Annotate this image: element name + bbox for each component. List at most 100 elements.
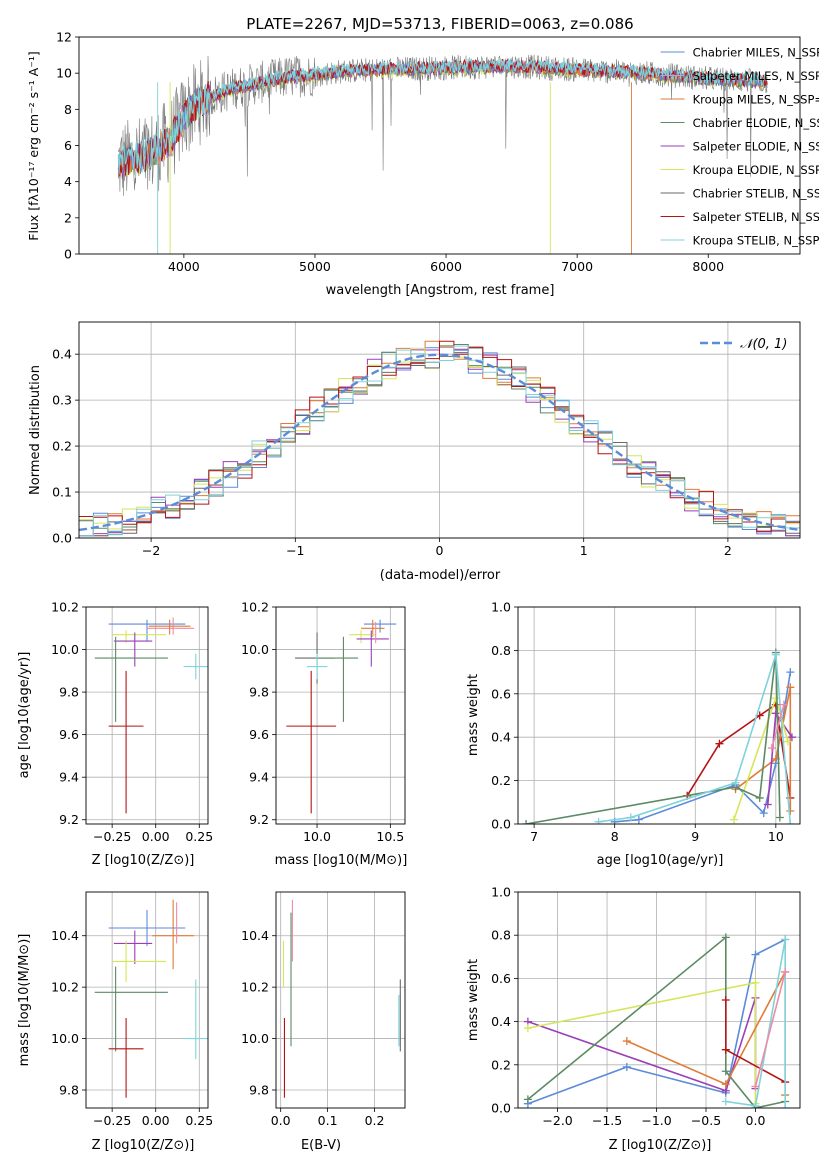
y-tick-label: 9.8 (249, 685, 269, 700)
y-tick-label: 0.6 (491, 971, 511, 986)
y-tick-label: 9.6 (249, 727, 269, 742)
legend-label: Kroupa ELODIE, N_SSP=3 (693, 163, 819, 177)
series-marker-salpeter_stelib (721, 1045, 730, 1054)
y-tick-label: 10.4 (241, 928, 269, 943)
y-tick-label: 10.0 (51, 1031, 79, 1046)
series-marker-pink (779, 700, 788, 709)
y-tick-label: 2 (64, 210, 72, 225)
y-tick-label: 1.0 (491, 600, 511, 615)
series-marker-kroupa_elodie (783, 737, 792, 746)
series-marker-kroupa_elodie (751, 978, 760, 987)
y-tick-label: 10 (56, 66, 72, 81)
x-tick-label: 8000 (692, 259, 724, 274)
plot-area (282, 899, 401, 1098)
mass-metallicity-ylabel: mass [log10(M/M⊙)] (17, 934, 32, 1067)
y-tick-label: 9.6 (59, 727, 79, 742)
series-marker-kroupa_stelib (721, 1097, 730, 1106)
y-tick-label: 9.8 (59, 1083, 79, 1098)
x-tick-label: 0.0 (271, 1113, 291, 1128)
series-marker-chabrier_elodie (721, 933, 730, 942)
plot-area (522, 648, 796, 824)
x-tick-label: 0 (436, 543, 444, 558)
x-tick-label: −1.5 (592, 1113, 622, 1128)
x-tick-label: 2 (724, 543, 732, 558)
series-marker-kroupa_stelib (731, 778, 740, 787)
series-line-pink (754, 971, 786, 1087)
y-tick-label: 0.1 (52, 485, 72, 500)
y-tick-label: 10.0 (51, 642, 79, 657)
histogram-steps-kroupa_stelib (79, 345, 800, 537)
series-marker-pink (751, 1082, 760, 1091)
histogram-panel: −2 −1 0 1 2 0.0 0.1 0.2 0.3 0.4 𝒩(0, 1) (52, 321, 801, 558)
series-marker-kroupa_stelib (786, 820, 795, 824)
y-tick-label: 0.4 (491, 1014, 511, 1029)
age-mass-panel: 10.0 10.5 9.2 9.4 9.6 9.8 10.0 10.2 (241, 600, 406, 844)
legend-label: Chabrier MILES, N_SSP=4 (693, 46, 819, 60)
series-marker-chabrier_miles (759, 809, 768, 818)
y-tick-label: 9.8 (249, 1083, 269, 1098)
mass-weight-metallicity-panel: −2.0 −1.5 −1.0 −0.5 0.0 0.0 0.2 0.4 0.6 0.8 1.0 (491, 885, 801, 1128)
axes-frame (85, 606, 209, 825)
series-marker-pink (767, 744, 776, 753)
legend-label: Salpeter STELIB, N_SSP=3 (693, 210, 819, 224)
y-tick-label: 10.2 (241, 980, 269, 995)
series-marker-kroupa_miles (721, 1080, 730, 1089)
axes-frame (275, 891, 406, 1109)
series-marker-kroupa_stelib (751, 1101, 760, 1108)
x-tick-label: 0.2 (365, 1113, 385, 1128)
mass-metallicity-panel: −0.25 0.00 0.25 9.8 10.0 10.2 10.4 (51, 891, 213, 1128)
y-tick-label: 6 (64, 138, 72, 153)
mass-extinction-xlabel: E(B-V) (301, 1138, 341, 1153)
x-tick-label: −1 (286, 543, 304, 558)
x-tick-label: 0.0 (746, 1113, 766, 1128)
axes-frame (517, 606, 801, 825)
x-tick-label: −0.5 (691, 1113, 721, 1128)
series-line-pink (771, 704, 785, 749)
y-tick-label: 12 (56, 30, 72, 45)
plot-area (523, 933, 790, 1108)
x-tick-label: 1 (580, 543, 588, 558)
y-tick-label: 0.3 (52, 393, 72, 408)
x-tick-label: 4000 (168, 259, 200, 274)
series-marker-chabrier_elodie (775, 813, 784, 822)
legend-label: Kroupa STELIB, N_SSP=4 (693, 234, 819, 248)
axes-frame (78, 36, 801, 255)
y-tick-label: 0.2 (491, 773, 511, 788)
plot-area (286, 619, 397, 814)
y-tick-label: 0.6 (491, 686, 511, 701)
mass-weight-metallicity-ylabel: mass weight (466, 959, 481, 1041)
series-marker-kroupa_miles (786, 806, 795, 815)
spectrum-title: PLATE=2267, MJD=53713, FIBERID=0063, z=0… (246, 15, 633, 33)
y-tick-label: 0 (64, 247, 72, 262)
mass-weight-age-panel: 7 8 9 10 0.0 0.2 0.4 0.6 0.8 1.0 (491, 600, 801, 844)
model-line-kroupa_stelib (117, 57, 768, 175)
x-tick-label: 6000 (430, 259, 462, 274)
series-marker-kroupa_miles (622, 1037, 631, 1046)
x-tick-label: −0.25 (93, 1113, 131, 1128)
y-tick-label: 0.0 (491, 1101, 511, 1116)
series-marker-chabrier_miles (751, 950, 760, 959)
axes-frame (275, 606, 406, 825)
series-marker-kroupa_elodie (523, 1024, 532, 1033)
plot-area (94, 899, 208, 1098)
axes-frame (78, 321, 801, 539)
y-tick-label: 9.2 (59, 812, 79, 827)
y-tick-label: 10.2 (51, 980, 79, 995)
series-marker-chabrier_miles (786, 668, 795, 677)
axes-frame (517, 891, 801, 1109)
y-tick-label: 0.4 (52, 347, 72, 362)
legend-label: Salpeter MILES, N_SSP=4 (693, 69, 819, 83)
series-marker-chabrier_miles (634, 815, 643, 824)
normal-reference-curve (79, 353, 800, 532)
spectrum-ylabel: Flux [fλ10⁻¹⁷ erg cm⁻² s⁻¹ A⁻¹] (26, 51, 41, 240)
x-tick-label: 7 (530, 829, 538, 844)
y-tick-label: 10.2 (51, 600, 79, 615)
age-metallicity-ylabel: age [log10(age/yr)] (17, 652, 32, 779)
x-tick-label: 10.0 (303, 829, 331, 844)
age-metallicity-panel: −0.25 0.00 0.25 9.2 9.4 9.6 9.8 10.0 10.2 (51, 600, 213, 845)
series-marker-chabrier_elodie (721, 1067, 730, 1076)
y-tick-label: 9.8 (59, 685, 79, 700)
series-marker-pink (781, 967, 790, 976)
series-marker-chabrier_elodie (523, 1095, 532, 1104)
x-tick-label: 0.00 (142, 1113, 170, 1128)
